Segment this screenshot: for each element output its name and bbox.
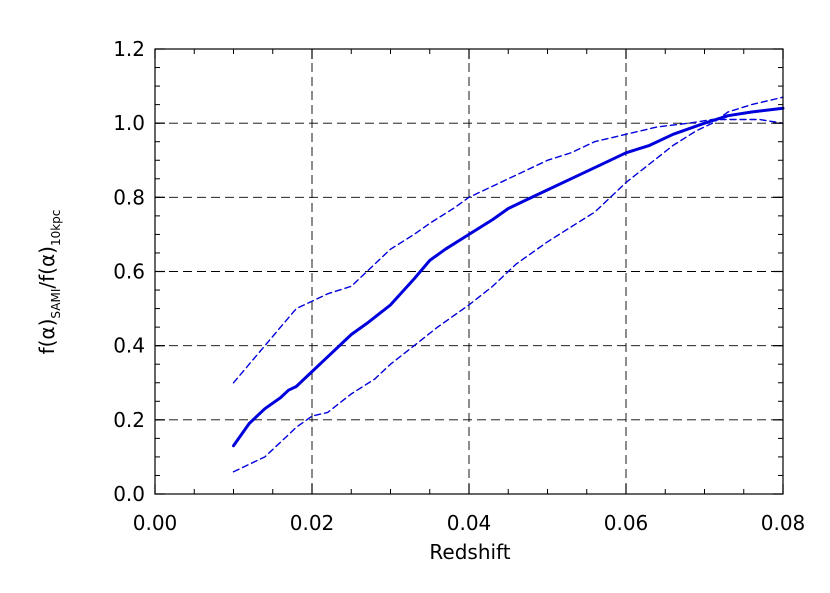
svg-text:f(α)SAMI/f(α)10kpc: f(α)SAMI/f(α)10kpc [35, 210, 63, 355]
x-tick-label: 0.06 [604, 511, 649, 535]
series-line-lower-bound [232, 96, 784, 473]
y-tick-label: 0.8 [113, 185, 145, 209]
y-tick-label: 0.2 [113, 408, 145, 432]
x-tick-label: 0.04 [447, 511, 492, 535]
x-tick-label: 0.02 [290, 511, 335, 535]
y-tick-label: 0.4 [113, 334, 145, 358]
y-axis-title: f(α)SAMI/f(α)10kpc [35, 210, 63, 355]
ticks-layer [154, 48, 784, 495]
y-tick-label: 0.6 [113, 260, 145, 284]
y-axis-title-slash: /f(α) [35, 246, 59, 289]
x-tick-label: 0.00 [133, 511, 178, 535]
y-tick-label: 0.0 [113, 482, 145, 506]
series-line-median [232, 106, 785, 448]
y-tick-label: 1.0 [113, 111, 145, 135]
series-layer [232, 96, 785, 473]
y-axis-title-sub1: SAMI [49, 289, 63, 319]
y-tick-label: 1.2 [113, 37, 145, 61]
x-tick-label: 0.08 [761, 511, 806, 535]
series-line-upper-bound [232, 118, 784, 384]
grid-layer [155, 49, 783, 494]
y-axis-title-sub2: 10kpc [49, 210, 63, 246]
labels-layer: 0.00 0.02 0.04 0.06 0.08 0.0 0.2 0.4 0.6 0.8 1.0 1.… [113, 37, 805, 535]
x-axis-title: Redshift [429, 540, 510, 564]
y-axis-title-prefix: f(α) [35, 319, 59, 355]
